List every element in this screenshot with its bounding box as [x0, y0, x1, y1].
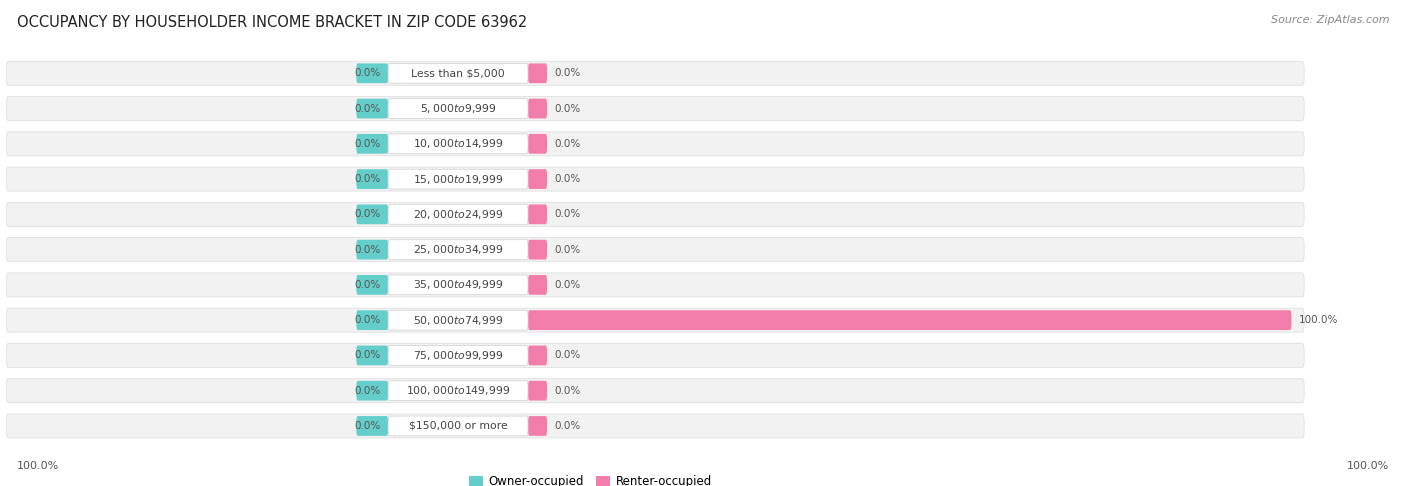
FancyBboxPatch shape [529, 205, 547, 224]
Text: 0.0%: 0.0% [354, 244, 381, 255]
FancyBboxPatch shape [356, 169, 388, 189]
FancyBboxPatch shape [529, 275, 547, 295]
FancyBboxPatch shape [388, 346, 529, 365]
Text: $5,000 to $9,999: $5,000 to $9,999 [420, 102, 496, 115]
FancyBboxPatch shape [356, 240, 388, 260]
Text: 0.0%: 0.0% [555, 280, 581, 290]
FancyBboxPatch shape [7, 273, 1305, 297]
FancyBboxPatch shape [529, 346, 547, 365]
FancyBboxPatch shape [529, 134, 547, 154]
Text: $150,000 or more: $150,000 or more [409, 421, 508, 431]
Text: $20,000 to $24,999: $20,000 to $24,999 [413, 208, 503, 221]
FancyBboxPatch shape [7, 379, 1305, 403]
FancyBboxPatch shape [7, 414, 1305, 438]
FancyBboxPatch shape [388, 381, 529, 400]
FancyBboxPatch shape [388, 240, 529, 260]
FancyBboxPatch shape [356, 205, 388, 224]
FancyBboxPatch shape [7, 167, 1305, 191]
Text: 0.0%: 0.0% [354, 386, 381, 396]
FancyBboxPatch shape [356, 63, 388, 83]
Text: 0.0%: 0.0% [555, 69, 581, 78]
Text: 0.0%: 0.0% [555, 350, 581, 361]
FancyBboxPatch shape [356, 416, 388, 436]
Text: 100.0%: 100.0% [1347, 461, 1389, 471]
Text: 0.0%: 0.0% [354, 280, 381, 290]
FancyBboxPatch shape [388, 99, 529, 119]
Text: 0.0%: 0.0% [555, 386, 581, 396]
Text: 0.0%: 0.0% [354, 139, 381, 149]
FancyBboxPatch shape [388, 134, 529, 154]
FancyBboxPatch shape [356, 99, 388, 119]
Text: 100.0%: 100.0% [17, 461, 59, 471]
Legend: Owner-occupied, Renter-occupied: Owner-occupied, Renter-occupied [464, 470, 717, 486]
FancyBboxPatch shape [529, 310, 1292, 330]
Text: $25,000 to $34,999: $25,000 to $34,999 [413, 243, 503, 256]
Text: Less than $5,000: Less than $5,000 [411, 69, 505, 78]
Text: 100.0%: 100.0% [1299, 315, 1339, 325]
Text: 0.0%: 0.0% [555, 244, 581, 255]
Text: 0.0%: 0.0% [354, 104, 381, 114]
FancyBboxPatch shape [529, 381, 547, 400]
FancyBboxPatch shape [388, 169, 529, 189]
Text: 0.0%: 0.0% [555, 104, 581, 114]
FancyBboxPatch shape [388, 416, 529, 436]
Text: 0.0%: 0.0% [555, 139, 581, 149]
Text: $10,000 to $14,999: $10,000 to $14,999 [413, 138, 503, 150]
FancyBboxPatch shape [388, 310, 529, 330]
Text: 0.0%: 0.0% [555, 209, 581, 219]
Text: 0.0%: 0.0% [354, 174, 381, 184]
Text: 0.0%: 0.0% [354, 209, 381, 219]
Text: 0.0%: 0.0% [354, 69, 381, 78]
FancyBboxPatch shape [7, 97, 1305, 121]
FancyBboxPatch shape [7, 238, 1305, 261]
FancyBboxPatch shape [388, 275, 529, 295]
Text: Source: ZipAtlas.com: Source: ZipAtlas.com [1271, 15, 1389, 25]
Text: $35,000 to $49,999: $35,000 to $49,999 [413, 278, 503, 292]
FancyBboxPatch shape [7, 132, 1305, 156]
Text: OCCUPANCY BY HOUSEHOLDER INCOME BRACKET IN ZIP CODE 63962: OCCUPANCY BY HOUSEHOLDER INCOME BRACKET … [17, 15, 527, 30]
Text: $75,000 to $99,999: $75,000 to $99,999 [413, 349, 503, 362]
FancyBboxPatch shape [388, 205, 529, 224]
FancyBboxPatch shape [529, 99, 547, 119]
FancyBboxPatch shape [7, 202, 1305, 226]
Text: 0.0%: 0.0% [354, 421, 381, 431]
FancyBboxPatch shape [529, 63, 547, 83]
Text: 0.0%: 0.0% [354, 315, 381, 325]
FancyBboxPatch shape [7, 344, 1305, 367]
Text: $15,000 to $19,999: $15,000 to $19,999 [413, 173, 503, 186]
FancyBboxPatch shape [529, 169, 547, 189]
Text: 0.0%: 0.0% [354, 350, 381, 361]
FancyBboxPatch shape [356, 310, 388, 330]
Text: $50,000 to $74,999: $50,000 to $74,999 [413, 313, 503, 327]
FancyBboxPatch shape [529, 416, 547, 436]
FancyBboxPatch shape [356, 381, 388, 400]
FancyBboxPatch shape [388, 63, 529, 83]
FancyBboxPatch shape [529, 240, 547, 260]
Text: $100,000 to $149,999: $100,000 to $149,999 [406, 384, 510, 397]
FancyBboxPatch shape [356, 346, 388, 365]
FancyBboxPatch shape [356, 134, 388, 154]
FancyBboxPatch shape [7, 61, 1305, 85]
Text: 0.0%: 0.0% [555, 174, 581, 184]
Text: 0.0%: 0.0% [555, 421, 581, 431]
FancyBboxPatch shape [7, 308, 1305, 332]
FancyBboxPatch shape [356, 275, 388, 295]
